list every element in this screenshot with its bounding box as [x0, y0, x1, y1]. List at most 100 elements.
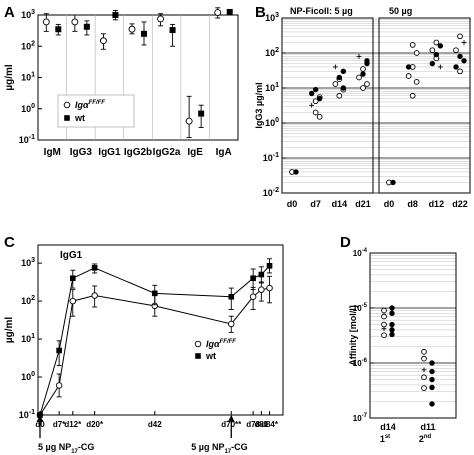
panel-b-y-tick-label: 10-2: [263, 187, 279, 198]
panel-c-point-wt: [250, 275, 256, 282]
panel-b-data-point: [316, 95, 323, 102]
panel-b-x-label: d0: [384, 199, 395, 209]
panel-b-right-frame: [378, 17, 471, 194]
panel-b-subpanel-title: NP-Ficoll: 5 µg: [290, 6, 353, 16]
panel-b-data-point: [453, 47, 459, 54]
panel-a-point-wt: [112, 12, 119, 18]
panel-a-legend-marker-mutant: [63, 101, 71, 109]
panel-d-x-label: d11: [420, 422, 435, 432]
panel-b-subpanel-title: 50 µg: [389, 6, 412, 16]
panel-d-data-point: [429, 401, 435, 407]
panel-d-data-point: [429, 376, 435, 383]
panel-a-point-mutant: [214, 9, 222, 16]
panel-a-point-mutant: [185, 117, 193, 125]
panel-d-data-point: [381, 313, 387, 320]
panel-b-data-point: [413, 78, 420, 85]
panel-c-point-mutant: [266, 284, 273, 292]
panel-b-data-point: [309, 102, 315, 108]
panel-b-data-point: [360, 66, 366, 72]
panel-b-data-point: [461, 40, 467, 45]
panel-a-y-tick-label: 10-1: [19, 134, 35, 145]
panel-a-point-mutant: [99, 37, 107, 45]
panel-b-data-point: [409, 42, 416, 48]
panel-b-data-point: [457, 68, 463, 75]
panel-b-data-point: [312, 109, 319, 116]
panel-d-axes-frame: [369, 252, 457, 419]
panel-b-x-label: d0: [287, 199, 298, 209]
panel-b-data-point: [405, 73, 412, 79]
panel-a-y-tick-label: 103: [21, 9, 35, 20]
panel-d-data-point: [389, 310, 395, 317]
panel-a-category-label: IgG1: [98, 147, 121, 158]
panel-b-x-label: d8: [407, 199, 418, 209]
panel-b-data-point: [340, 85, 347, 91]
panel-d-data-point: [381, 307, 387, 314]
panel-b-left-frame: [281, 17, 374, 194]
panel-a-category-label: IgG2b: [124, 147, 152, 158]
panel-a-point-mutant: [157, 15, 165, 23]
panel-b-data-point: [316, 113, 323, 120]
panel-d-x-label: d14: [380, 422, 396, 432]
panel-b-data-point: [429, 60, 436, 67]
panel-b-data-point: [390, 179, 396, 186]
panel-letter-d: D: [340, 234, 351, 251]
panel-b-data-point: [413, 50, 420, 56]
panel-c-point-mutant: [258, 286, 265, 293]
panel-b-data-point: [312, 86, 319, 93]
panel-b-data-point: [336, 92, 343, 99]
panel-b-data-point: [437, 64, 443, 70]
panel-d-y-tick-label: 10-7: [353, 413, 368, 423]
panel-c-immunization-label: 5 µg NP17-CG: [38, 442, 94, 455]
panel-d-data-point: [381, 326, 387, 332]
panel-a-point-wt: [141, 30, 147, 37]
panel-b-y-tick-label: 100: [265, 117, 279, 128]
panel-d-data-point: [421, 348, 427, 355]
panel-b-data-point: [409, 92, 416, 99]
panel-d-data-point: [381, 332, 387, 339]
panel-a-y-tick-label: 101: [21, 72, 35, 83]
panel-a-category-label: IgM: [44, 147, 61, 158]
panel-a-y-tick-label: 100: [21, 103, 35, 114]
panel-b-x-label: d21: [355, 199, 371, 209]
panel-b-data-point: [332, 81, 339, 87]
panel-letter-c: C: [4, 234, 15, 251]
panel-b-x-label: d12: [429, 199, 445, 209]
panel-d-y-tick-label: 10-4: [353, 248, 368, 258]
panel-d-data-point: [429, 368, 435, 375]
panel-c-point-mutant: [249, 293, 257, 301]
panel-a-category-label: IgE: [187, 147, 203, 158]
panel-c-point-mutant: [228, 320, 235, 328]
panel-c-y-tick-label: 10-1: [19, 409, 35, 420]
panel-c-y-tick-label: 101: [21, 333, 35, 344]
panel-b-x-label: d22: [452, 199, 468, 209]
panel-c-point-wt: [91, 265, 98, 271]
panel-c-x-label: d42: [148, 420, 162, 429]
panel-b-x-label: d7: [310, 199, 321, 209]
panel-d-data-point: [429, 360, 435, 366]
panel-c-x-label: d12*: [64, 420, 82, 429]
panel-c-y-label: µg/ml: [4, 317, 15, 344]
panel-a-y-label: µg/ml: [4, 64, 15, 91]
panel-a-category-label: IgA: [216, 147, 232, 158]
panel-b-data-point: [340, 68, 347, 75]
panel-b-data-point: [312, 98, 319, 105]
panel-c-point-wt: [56, 347, 62, 354]
panel-c-y-tick-label: 102: [21, 295, 35, 306]
panel-d-data-point: [389, 327, 395, 333]
panel-c-legend-marker-wt: [195, 353, 201, 359]
panel-b-x-label: d14: [332, 199, 348, 209]
panel-c-point-wt: [266, 262, 273, 269]
panel-b-data-point: [453, 64, 459, 70]
panel-b-data-point: [293, 169, 299, 175]
panel-b-data-point: [437, 43, 444, 49]
panel-b-data-point: [360, 85, 366, 91]
panel-b-data-point: [332, 64, 338, 70]
panel-letter-a: A: [4, 4, 15, 21]
panel-d-x-sublabel: 1st: [380, 434, 390, 444]
panel-d-data-point: [421, 374, 427, 381]
panel-d-data-point: [389, 321, 395, 328]
panel-d-data-point: [389, 331, 395, 338]
panel-a-legend-marker-wt: [64, 115, 70, 121]
panel-d-y-tick-label: 10-6: [353, 358, 368, 368]
